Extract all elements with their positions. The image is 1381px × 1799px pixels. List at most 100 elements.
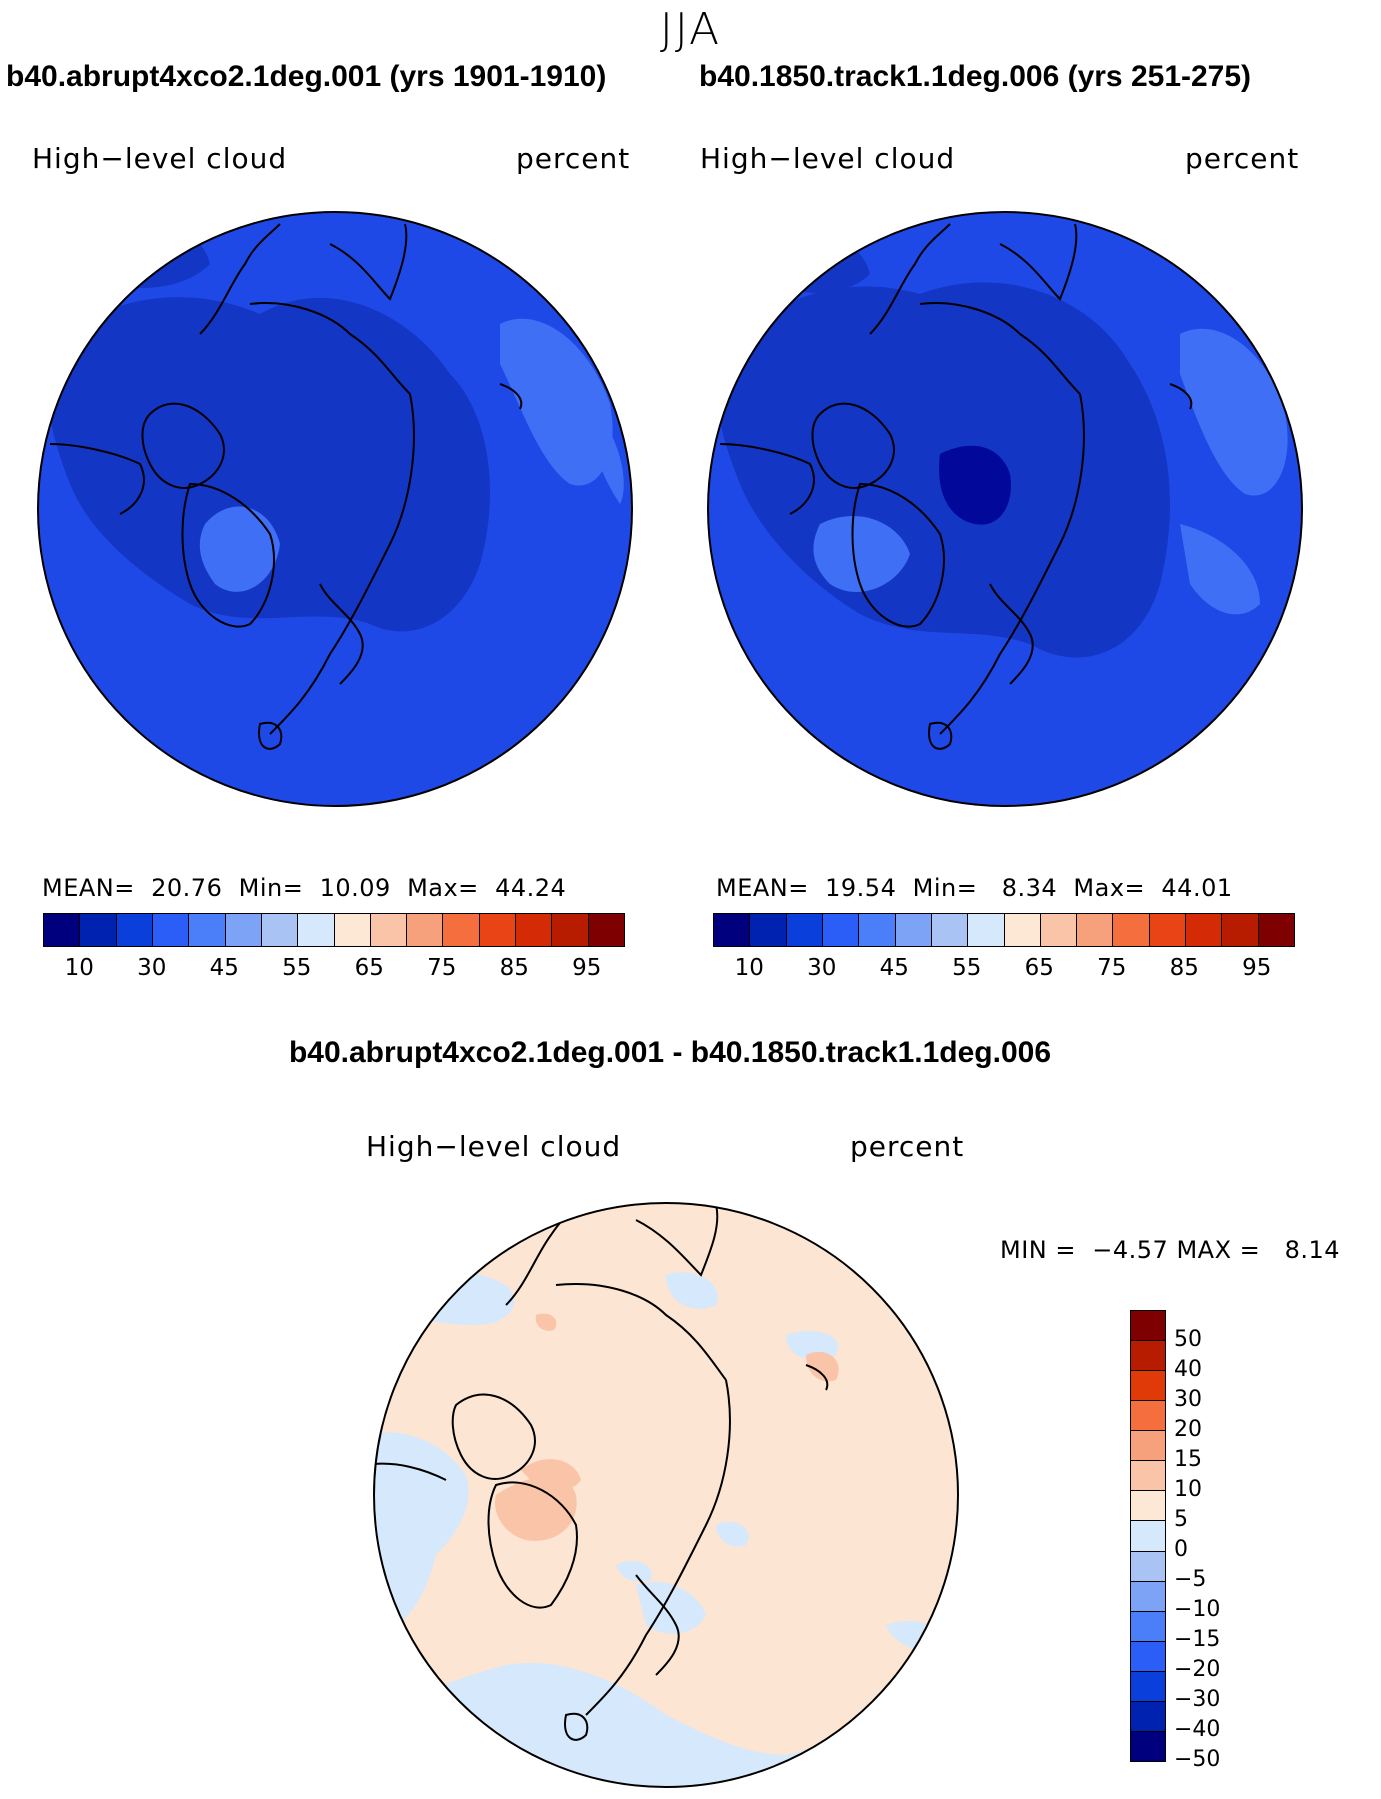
panel2-colorbar-labels: 10 30 45 55 65 75 85 95 [713, 955, 1293, 985]
diff-colorbar-tick-label: 5 [1174, 1507, 1188, 1532]
panel2-max-value: 44.01 [1161, 874, 1233, 902]
panel1-colorbar-swatch [152, 914, 190, 946]
panel2-units-label: percent [1185, 142, 1300, 175]
panel1-colorbar-tick-label: 30 [137, 955, 167, 981]
diff-colorbar-swatch [1131, 1611, 1165, 1642]
panel1-colorbar-tick-label: 85 [499, 955, 529, 981]
panel1-colorbar-swatch [516, 914, 553, 946]
panel1-colorbar-swatch [443, 914, 480, 946]
panel1-colorbar-labels: 10 30 45 55 65 75 85 95 [43, 955, 623, 985]
panel2-min-label: Min= [912, 874, 978, 902]
panel1-polar-map [37, 211, 633, 807]
panel2-min-value: 8.34 [1001, 874, 1058, 902]
panel2-colorbar-tick-label: 10 [734, 955, 764, 981]
panel2-colorbar-swatch [1258, 914, 1294, 946]
diff-colorbar-swatch [1131, 1341, 1165, 1372]
diff-colorbar-tick-label: −5 [1174, 1567, 1207, 1592]
diff-colorbar-tick-label: −10 [1174, 1597, 1221, 1622]
diff-max-label: MAX = [1176, 1236, 1261, 1264]
diff-min-label: MIN = [1000, 1236, 1076, 1264]
diff-colorbar-swatch [1131, 1701, 1165, 1732]
diff-max-value: 8.14 [1284, 1236, 1341, 1264]
panel1-units-label: percent [516, 142, 631, 175]
panel2-colorbar-tick-label: 30 [807, 955, 837, 981]
panel2-colorbar [713, 913, 1295, 947]
panel2-max-label: Max= [1073, 874, 1146, 902]
panel2-polar-map [707, 211, 1303, 807]
panel2-variable-label: High−level cloud [700, 142, 956, 175]
panel1-mean-value: 20.76 [151, 874, 223, 902]
diff-colorbar-swatch [1131, 1581, 1165, 1612]
panel2-colorbar-swatch [859, 914, 896, 946]
panel1-colorbar-swatch [552, 914, 589, 946]
panel1-colorbar-swatch [116, 914, 153, 946]
panel1-stats: MEAN= 20.76 Min= 10.09 Max= 44.24 [42, 874, 566, 902]
panel2-case-title: b40.1850.track1.1deg.006 (yrs 251-275) [699, 60, 1252, 93]
panel2-colorbar-swatch [1186, 914, 1223, 946]
diff-colorbar-swatch [1131, 1551, 1165, 1582]
panel1-colorbar-tick-label: 65 [354, 955, 384, 981]
panel2-colorbar-tick-label: 45 [879, 955, 909, 981]
panel2-colorbar-swatch [750, 914, 787, 946]
panel1-case-title: b40.abrupt4xco2.1deg.001 (yrs 1901-1910) [6, 60, 607, 93]
panel2-colorbar-swatch [968, 914, 1005, 946]
panel1-colorbar-swatch [479, 914, 517, 946]
panel1-colorbar-tick-label: 95 [572, 955, 602, 981]
panel2-colorbar-swatch [822, 914, 860, 946]
panel1-colorbar-swatch [370, 914, 408, 946]
diff-colorbar-swatch [1131, 1371, 1165, 1402]
panel2-colorbar-swatch [786, 914, 823, 946]
panel2-mean-value: 19.54 [825, 874, 897, 902]
diff-colorbar-swatch [1131, 1671, 1165, 1702]
panel1-colorbar [43, 913, 625, 947]
panel1-colorbar-swatch [334, 914, 371, 946]
diff-colorbar-tick-label: −50 [1174, 1747, 1221, 1772]
panel2-colorbar-swatch [1113, 914, 1150, 946]
diff-colorbar-swatch [1131, 1401, 1165, 1432]
diff-colorbar-swatch [1131, 1641, 1165, 1672]
panel2-colorbar-swatch [1040, 914, 1078, 946]
diff-polar-map [373, 1202, 959, 1788]
panel1-colorbar-swatch [189, 914, 226, 946]
panel1-colorbar-swatch [588, 914, 624, 946]
panel2-stats: MEAN= 19.54 Min= 8.34 Max= 44.01 [716, 874, 1233, 902]
panel2-colorbar-swatch [1077, 914, 1114, 946]
panel1-colorbar-swatch [80, 914, 117, 946]
panel1-colorbar-tick-label: 45 [209, 955, 239, 981]
diff-colorbar-swatch [1131, 1521, 1165, 1552]
diff-colorbar-tick-label: 10 [1174, 1477, 1202, 1502]
panel1-colorbar-swatch [261, 914, 299, 946]
diff-colorbar-swatch [1131, 1461, 1165, 1492]
diff-colorbar-tick-label: −30 [1174, 1687, 1221, 1712]
panel2-colorbar-tick-label: 65 [1024, 955, 1054, 981]
diff-colorbar-tick-label: 0 [1174, 1537, 1188, 1562]
diff-title: b40.abrupt4xco2.1deg.001 - b40.1850.trac… [288, 1036, 1052, 1069]
panel2-colorbar-swatch [1149, 914, 1187, 946]
panel2-colorbar-tick-label: 75 [1097, 955, 1127, 981]
diff-stats: MIN = −4.57 MAX = 8.14 [1000, 1236, 1340, 1264]
diff-colorbar-tick-label: 40 [1174, 1357, 1202, 1382]
panel2-colorbar-swatch [1222, 914, 1259, 946]
panel1-colorbar-swatch [225, 914, 262, 946]
diff-colorbar-tick-label: 20 [1174, 1417, 1202, 1442]
panel1-variable-label: High−level cloud [32, 142, 288, 175]
diff-min-value: −4.57 [1092, 1236, 1169, 1264]
panel2-colorbar-tick-label: 55 [952, 955, 982, 981]
diff-colorbar-swatch [1131, 1491, 1165, 1522]
diff-colorbar-tick-label: −40 [1174, 1717, 1221, 1742]
panel1-min-value: 10.09 [319, 874, 391, 902]
diff-colorbar-tick-label: −20 [1174, 1657, 1221, 1682]
diff-colorbar-swatch [1131, 1311, 1165, 1342]
diff-variable-label: High−level cloud [366, 1130, 622, 1163]
panel1-colorbar-swatch [44, 914, 81, 946]
panel1-colorbar-tick-label: 55 [282, 955, 312, 981]
diff-colorbar-swatch [1131, 1731, 1165, 1761]
panel1-mean-label: MEAN= [42, 874, 135, 902]
diff-colorbar [1130, 1310, 1166, 1762]
panel2-colorbar-swatch [895, 914, 932, 946]
panel2-mean-label: MEAN= [716, 874, 809, 902]
diff-colorbar-tick-label: −15 [1174, 1627, 1221, 1652]
panel2-colorbar-swatch [714, 914, 751, 946]
panel2-colorbar-swatch [1004, 914, 1041, 946]
panel2-colorbar-tick-label: 95 [1242, 955, 1272, 981]
